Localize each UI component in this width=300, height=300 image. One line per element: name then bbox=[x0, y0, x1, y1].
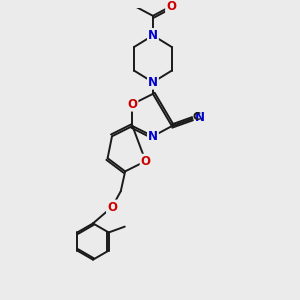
Text: N: N bbox=[148, 29, 158, 42]
Text: N: N bbox=[148, 130, 158, 143]
Text: O: O bbox=[107, 200, 117, 214]
Text: O: O bbox=[141, 154, 151, 168]
Text: O: O bbox=[166, 0, 176, 13]
Text: N: N bbox=[195, 111, 205, 124]
Text: C: C bbox=[193, 112, 201, 122]
Text: N: N bbox=[148, 76, 158, 89]
Text: O: O bbox=[128, 98, 137, 111]
